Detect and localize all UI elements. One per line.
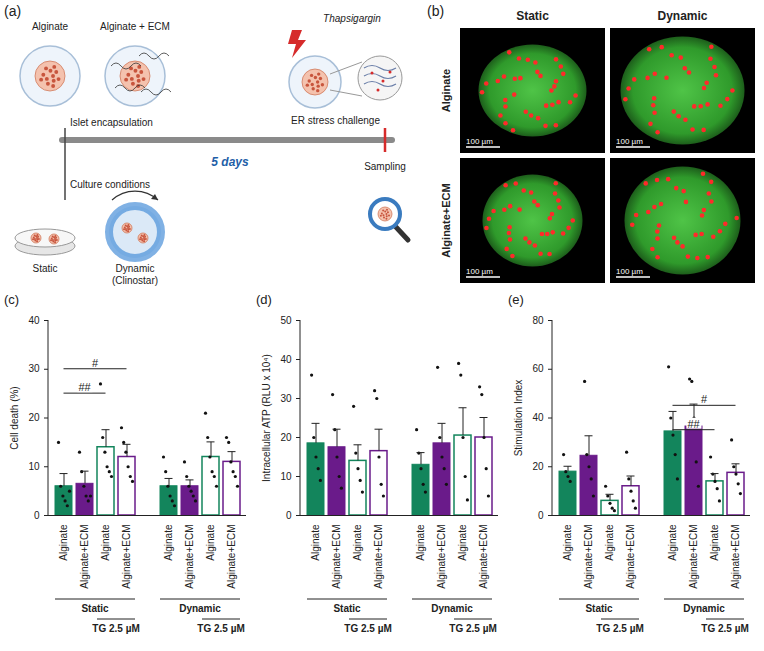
svg-text:Dynamic: Dynamic	[431, 603, 473, 614]
svg-text:Static: Static	[585, 603, 613, 614]
svg-text:Alginate + ECM: Alginate + ECM	[100, 21, 170, 32]
svg-text:Islet encapsulation: Islet encapsulation	[70, 117, 153, 128]
svg-text:Sampling: Sampling	[364, 161, 406, 172]
svg-text:TG 2.5 µM: TG 2.5 µM	[701, 623, 748, 634]
svg-text:Cell death (%): Cell death (%)	[9, 386, 20, 449]
svg-text:Culture conditions: Culture conditions	[70, 179, 150, 190]
svg-text:ER stress challenge: ER stress challenge	[291, 115, 380, 126]
svg-text:Alginate: Alginate	[457, 524, 468, 561]
svg-text:##: ##	[687, 418, 700, 430]
svg-text:40: 40	[28, 315, 40, 326]
svg-text:Dynamic: Dynamic	[179, 603, 221, 614]
svg-text:Alginate+ECM: Alginate+ECM	[331, 525, 342, 589]
svg-text:Alginate: Alginate	[58, 524, 69, 561]
html-text:(c): (c)	[4, 292, 20, 307]
svg-text:Alginate: Alginate	[667, 524, 678, 561]
svg-text:Alginate+ECM: Alginate+ECM	[440, 183, 452, 257]
svg-text:Alginate: Alginate	[205, 524, 216, 561]
svg-text:20: 20	[28, 412, 40, 423]
svg-text:0: 0	[538, 510, 544, 521]
svg-text:(a): (a)	[4, 3, 21, 19]
svg-text:Stimulation Index: Stimulation Index	[513, 380, 524, 457]
svg-text:100 µm: 100 µm	[616, 267, 643, 276]
svg-text:Alginate+ECM: Alginate+ECM	[478, 525, 489, 589]
svg-text:Alginate+ECM: Alginate+ECM	[184, 525, 195, 589]
svg-text:20: 20	[280, 432, 292, 443]
svg-text:Alginate: Alginate	[100, 524, 111, 561]
svg-text:40: 40	[280, 354, 292, 365]
svg-text:100 µm: 100 µm	[466, 267, 493, 276]
svg-text:(Clinostar): (Clinostar)	[112, 275, 158, 286]
svg-text:Alginate: Alginate	[352, 524, 363, 561]
svg-text:40: 40	[532, 412, 544, 423]
svg-text:TG 2.5 µM: TG 2.5 µM	[344, 623, 391, 634]
svg-text:TG 2.5 µM: TG 2.5 µM	[449, 623, 496, 634]
svg-text:Alginate: Alginate	[415, 524, 426, 561]
svg-text:50: 50	[280, 315, 292, 326]
html-text:(e): (e)	[508, 292, 524, 307]
svg-text:Alginate: Alginate	[604, 524, 615, 561]
svg-text:Alginate+ECM: Alginate+ECM	[583, 525, 594, 589]
svg-text:Alginate+ECM: Alginate+ECM	[730, 525, 741, 589]
svg-text:Static: Static	[516, 9, 549, 23]
svg-text:0: 0	[34, 510, 40, 521]
svg-text:30: 30	[28, 363, 40, 374]
svg-text:Alginate: Alginate	[163, 524, 174, 561]
svg-text:Alginate+ECM: Alginate+ECM	[79, 525, 90, 589]
svg-text:Thapsigargin: Thapsigargin	[323, 13, 381, 24]
svg-text:(b): (b)	[427, 3, 444, 19]
svg-text:Alginate: Alginate	[310, 524, 321, 561]
svg-text:Intracellular ATP (RLU x 10⁴): Intracellular ATP (RLU x 10⁴)	[261, 354, 272, 482]
svg-text:Alginate+ECM: Alginate+ECM	[226, 525, 237, 589]
svg-text:Alginate+ECM: Alginate+ECM	[373, 525, 384, 589]
svg-text:Alginate: Alginate	[709, 524, 720, 561]
svg-text:0: 0	[286, 510, 292, 521]
svg-text:Static: Static	[32, 263, 57, 274]
svg-text:##: ##	[78, 381, 91, 393]
svg-text:Dynamic: Dynamic	[683, 603, 725, 614]
svg-text:Alginate+ECM: Alginate+ECM	[688, 525, 699, 589]
svg-text:Alginate: Alginate	[32, 21, 69, 32]
svg-text:Alginate+ECM: Alginate+ECM	[436, 525, 447, 589]
html-text:(d): (d)	[256, 292, 272, 307]
svg-text:100 µm: 100 µm	[616, 137, 643, 146]
svg-text:#: #	[92, 357, 99, 369]
svg-text:100 µm: 100 µm	[466, 137, 493, 146]
svg-text:Alginate: Alginate	[562, 524, 573, 561]
svg-text:Static: Static	[333, 603, 361, 614]
svg-text:5 days: 5 days	[211, 155, 249, 169]
svg-text:80: 80	[532, 315, 544, 326]
svg-text:Dynamic: Dynamic	[657, 9, 707, 23]
svg-text:TG 2.5 µM: TG 2.5 µM	[596, 623, 643, 634]
svg-text:Alginate+ECM: Alginate+ECM	[625, 525, 636, 589]
svg-text:Alginate: Alginate	[440, 69, 452, 112]
svg-text:10: 10	[28, 461, 40, 472]
svg-text:TG 2.5 µM: TG 2.5 µM	[92, 623, 139, 634]
svg-text:Dynamic: Dynamic	[116, 263, 155, 274]
svg-text:10: 10	[280, 471, 292, 482]
svg-text:60: 60	[532, 363, 544, 374]
svg-text:Static: Static	[81, 603, 109, 614]
svg-text:#: #	[701, 393, 708, 405]
svg-text:20: 20	[532, 461, 544, 472]
svg-text:30: 30	[280, 393, 292, 404]
svg-text:TG 2.5 µM: TG 2.5 µM	[197, 623, 244, 634]
svg-text:Alginate+ECM: Alginate+ECM	[121, 525, 132, 589]
